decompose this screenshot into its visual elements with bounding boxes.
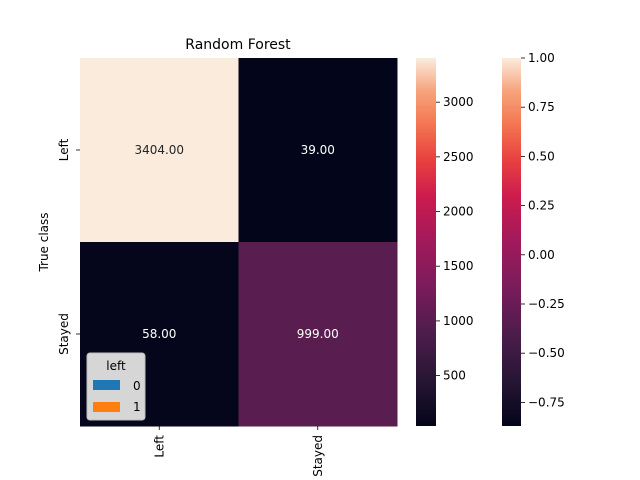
- colorbar-1: [416, 58, 436, 426]
- colorbar-tick-label: 2500: [443, 150, 474, 164]
- colorbar-1-ticks: 500 1000 1500 2000 2500 3000: [436, 95, 474, 383]
- y-axis: Left Stayed: [57, 138, 80, 355]
- colorbar-2-ticks: −0.75 −0.50 −0.25 0.00 0.25 0.50 0.75 1.00: [521, 51, 565, 409]
- colorbar-tick-label: −0.50: [528, 346, 565, 360]
- colorbar-tick-label: 1500: [443, 259, 474, 273]
- colorbar-2: [502, 58, 521, 426]
- heatmap-cell: [238, 242, 398, 427]
- colorbar-tick-label: 0.00: [528, 248, 555, 262]
- colorbar-tick-label: 0.75: [528, 100, 555, 114]
- y-tick-label: Left: [57, 138, 71, 161]
- cell-value-label: 3404.00: [134, 143, 184, 157]
- y-axis-label: True class: [37, 212, 51, 272]
- legend-label-0: 0: [133, 379, 141, 393]
- heatmap-cell-labels: 3404.00 39.00 58.00 999.00: [134, 143, 338, 341]
- legend-title: left: [106, 359, 126, 373]
- y-tick-label: Stayed: [57, 313, 71, 355]
- legend: left 0 1: [86, 352, 146, 421]
- x-tick-label: Left: [152, 435, 166, 458]
- cell-value-label: 58.00: [142, 327, 176, 341]
- cell-value-label: 999.00: [297, 327, 339, 341]
- heatmap-cells: [80, 58, 398, 427]
- legend-label-1: 1: [133, 400, 141, 414]
- heatmap-cell: [80, 58, 239, 243]
- colorbar-tick-label: 0.50: [528, 149, 555, 163]
- x-axis: Left Stayed: [152, 426, 325, 477]
- colorbar-tick-label: 1.00: [528, 51, 555, 65]
- colorbar-tick-label: 0.25: [528, 199, 555, 213]
- legend-swatch-0: [93, 380, 120, 390]
- chart-title: Random Forest: [185, 37, 291, 53]
- colorbar-tick-label: −0.75: [528, 395, 565, 409]
- colorbar-tick-label: 1000: [443, 314, 474, 328]
- heatmap-cell: [238, 58, 398, 243]
- colorbar-tick-label: 500: [443, 369, 466, 383]
- x-tick-label: Stayed: [311, 435, 325, 477]
- legend-swatch-1: [93, 402, 120, 412]
- cell-value-label: 39.00: [301, 143, 335, 157]
- colorbar-tick-label: 2000: [443, 205, 474, 219]
- colorbar-tick-label: 3000: [443, 95, 474, 109]
- colorbar-tick-label: −0.25: [528, 297, 565, 311]
